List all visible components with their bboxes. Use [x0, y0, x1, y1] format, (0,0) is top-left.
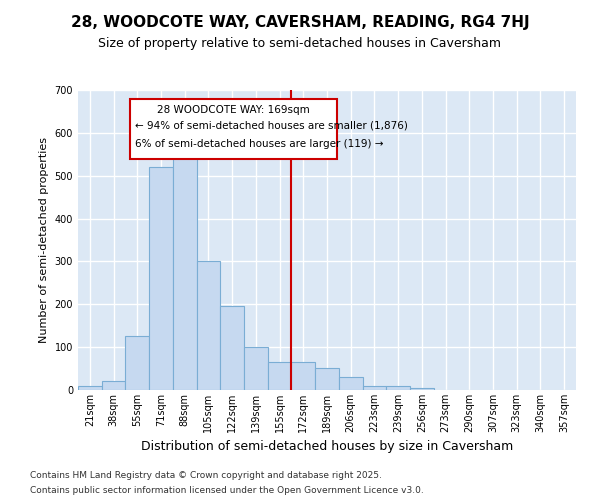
Text: ← 94% of semi-detached houses are smaller (1,876): ← 94% of semi-detached houses are smalle… [135, 120, 408, 130]
Bar [339, 377, 362, 390]
FancyBboxPatch shape [130, 99, 337, 159]
Bar [125, 336, 149, 390]
Text: 6% of semi-detached houses are larger (119) →: 6% of semi-detached houses are larger (1… [135, 138, 384, 148]
Y-axis label: Number of semi-detached properties: Number of semi-detached properties [39, 137, 49, 343]
Bar [197, 262, 220, 390]
Bar [315, 368, 339, 390]
Text: Size of property relative to semi-detached houses in Caversham: Size of property relative to semi-detach… [98, 38, 502, 51]
Text: 28, WOODCOTE WAY, CAVERSHAM, READING, RG4 7HJ: 28, WOODCOTE WAY, CAVERSHAM, READING, RG… [71, 15, 529, 30]
Bar [78, 386, 102, 390]
Bar [292, 362, 315, 390]
Bar [410, 388, 434, 390]
Bar [268, 362, 292, 390]
Text: 28 WOODCOTE WAY: 169sqm: 28 WOODCOTE WAY: 169sqm [157, 105, 310, 115]
Bar [149, 167, 173, 390]
Bar [173, 144, 197, 390]
Bar [362, 386, 386, 390]
X-axis label: Distribution of semi-detached houses by size in Caversham: Distribution of semi-detached houses by … [141, 440, 513, 454]
Bar [102, 382, 125, 390]
Bar [386, 386, 410, 390]
Text: Contains HM Land Registry data © Crown copyright and database right 2025.: Contains HM Land Registry data © Crown c… [30, 471, 382, 480]
Bar [220, 306, 244, 390]
Text: Contains public sector information licensed under the Open Government Licence v3: Contains public sector information licen… [30, 486, 424, 495]
Bar [244, 347, 268, 390]
